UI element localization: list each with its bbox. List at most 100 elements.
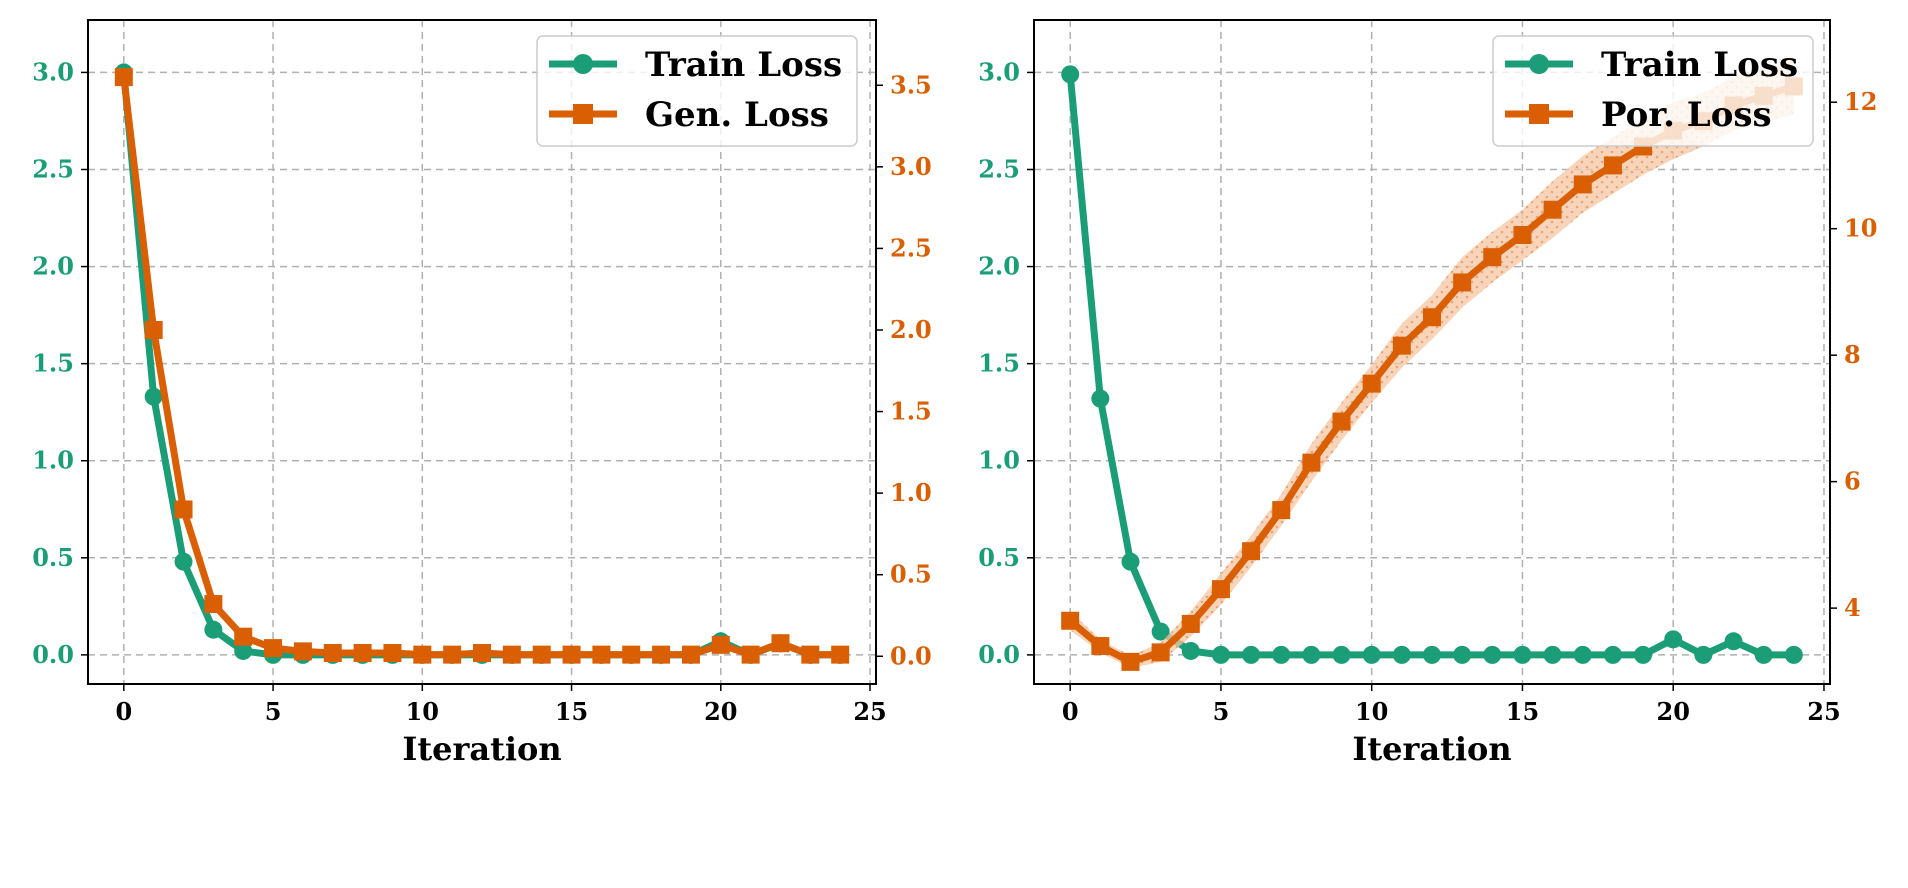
chart-panel-left: 0 5 10 15 20 25 Iteration 0.0 0.5 1.0 1.5 2.0 2.5 3.0… — [32, 19, 932, 768]
data-point — [413, 645, 432, 664]
x-tick-label: 25 — [853, 697, 886, 726]
data-point — [681, 645, 700, 664]
x-tick-label: 20 — [704, 697, 737, 726]
data-point — [174, 552, 193, 571]
left-y-tick-label: 2.0 — [32, 252, 74, 281]
right-y-tick-label: 12 — [1844, 87, 1877, 116]
data-point — [1423, 645, 1441, 664]
left-y-tick-label: 2.5 — [978, 154, 1020, 183]
left-y-tick-label: 2.5 — [32, 154, 74, 183]
plot-frame — [87, 19, 877, 685]
data-point — [1573, 175, 1592, 194]
x-tick-label: 10 — [406, 697, 439, 726]
left-y-tick-label: 0.0 — [978, 640, 1020, 669]
data-point — [144, 387, 163, 406]
data-point — [1272, 645, 1291, 664]
data-point — [1724, 632, 1743, 651]
data-point — [1061, 65, 1080, 84]
series-line — [1066, 70, 1798, 659]
legend-label: Por. Loss — [1601, 95, 1772, 135]
data-point — [801, 645, 820, 664]
data-point — [532, 645, 551, 664]
x-tick-label: 0 — [115, 697, 132, 726]
data-point — [1453, 273, 1472, 292]
data-point — [144, 320, 163, 339]
data-point — [174, 500, 193, 519]
x-tick-label: 20 — [1657, 697, 1690, 726]
data-point — [622, 645, 641, 664]
data-point — [1543, 645, 1562, 664]
data-point — [1151, 643, 1170, 662]
data-point — [1754, 645, 1773, 664]
x-tick-label: 15 — [1506, 697, 1539, 726]
data-point — [1242, 542, 1261, 561]
x-axis-label: Iteration — [1352, 730, 1511, 768]
data-point — [1392, 645, 1411, 664]
data-point — [1121, 552, 1140, 571]
data-point — [741, 645, 760, 664]
legend-marker — [1529, 104, 1549, 124]
data-point — [1061, 611, 1080, 630]
data-point — [1603, 645, 1622, 664]
data-point — [234, 627, 253, 646]
data-point — [1784, 645, 1803, 664]
data-point — [1181, 614, 1200, 633]
data-point — [473, 644, 491, 663]
data-point — [1332, 412, 1351, 431]
right-y-tick-label: 4 — [1844, 593, 1861, 622]
right-y-tick-label: 2.0 — [890, 315, 932, 344]
data-point — [204, 595, 223, 614]
data-point — [1634, 645, 1653, 664]
data-point — [1211, 645, 1230, 664]
data-point — [234, 641, 253, 660]
series-line — [1066, 82, 1798, 666]
data-point — [1664, 630, 1683, 649]
left-y-tick-label: 1.0 — [978, 446, 1020, 475]
data-point — [1302, 453, 1321, 472]
x-tick-label: 0 — [1062, 697, 1079, 726]
data-point — [1694, 645, 1713, 664]
right-y-tick-label: 0.5 — [890, 560, 932, 589]
data-point — [443, 645, 462, 664]
data-point — [353, 644, 372, 663]
right-y-tick-label: 3.0 — [890, 152, 932, 181]
data-point — [562, 645, 581, 664]
series-train-loss — [1061, 65, 1803, 664]
data-point — [1302, 645, 1321, 664]
data-point — [711, 635, 730, 654]
x-tick-label: 5 — [1213, 697, 1230, 726]
data-point — [1121, 652, 1140, 671]
x-tick-label: 25 — [1807, 697, 1840, 726]
left-y-tick-label: 0.5 — [978, 543, 1020, 572]
data-point — [1211, 580, 1230, 599]
data-point — [771, 634, 790, 653]
data-point — [1483, 248, 1502, 267]
left-y-tick-label: 1.0 — [32, 446, 74, 475]
data-point — [204, 620, 223, 639]
legend-marker — [1529, 54, 1549, 74]
data-point — [1091, 389, 1110, 408]
data-point — [293, 642, 312, 661]
data-point — [1453, 645, 1472, 664]
data-point — [592, 645, 611, 664]
data-point — [1543, 200, 1562, 219]
data-point — [1362, 645, 1381, 664]
left-y-tick-label: 2.0 — [978, 252, 1020, 281]
right-y-tick-label: 0.0 — [890, 641, 932, 670]
right-y-tick-label: 10 — [1844, 214, 1877, 243]
x-tick-label: 5 — [265, 697, 282, 726]
data-point — [1332, 645, 1351, 664]
data-point — [1513, 226, 1532, 245]
x-tick-label: 15 — [555, 697, 588, 726]
data-point — [502, 645, 521, 664]
data-point — [1573, 645, 1592, 664]
data-point — [652, 645, 671, 664]
right-y-tick-label: 1.5 — [890, 397, 932, 426]
data-point — [1091, 637, 1110, 656]
left-y-tick-label: 1.5 — [32, 349, 74, 378]
legend-marker — [573, 104, 593, 124]
data-point — [831, 645, 850, 664]
data-point — [1513, 645, 1532, 664]
data-point — [1272, 501, 1291, 520]
data-point — [1423, 308, 1441, 327]
